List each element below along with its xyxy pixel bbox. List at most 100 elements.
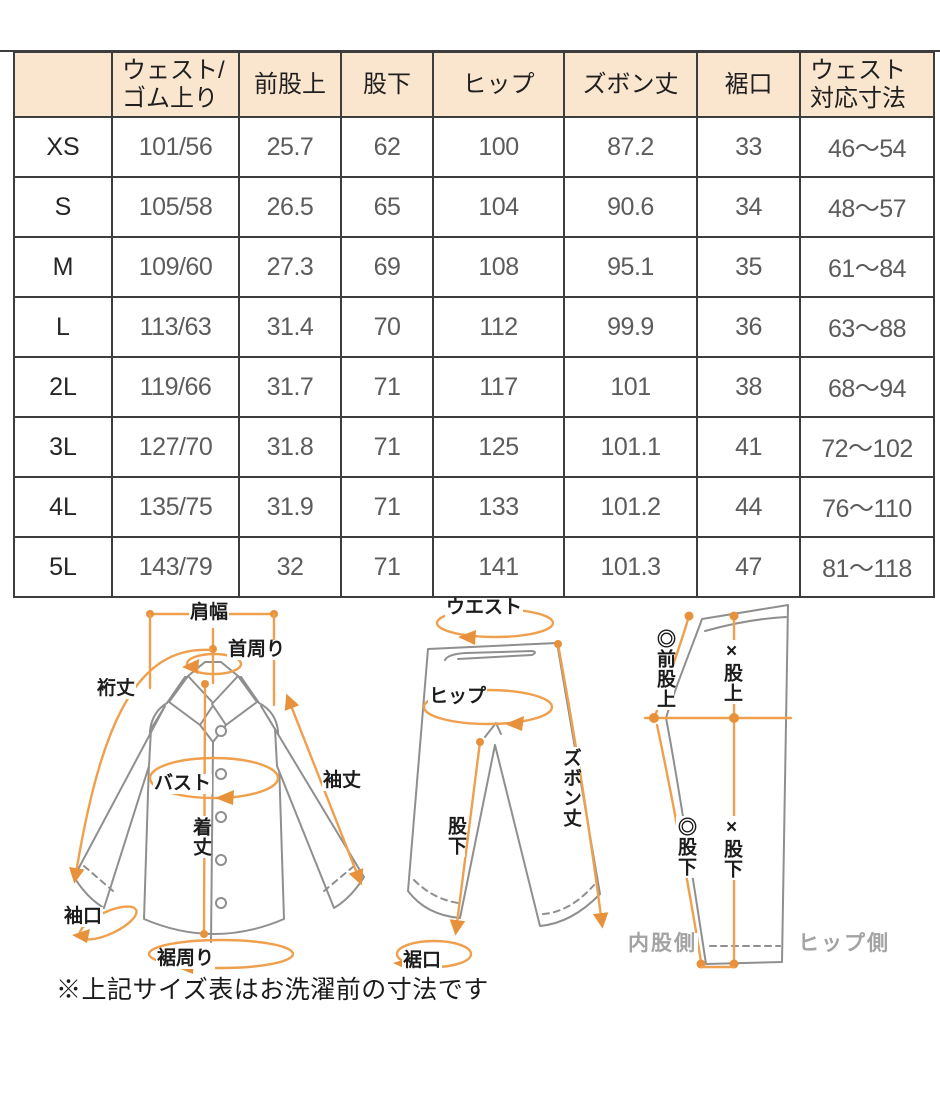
column-header-hem-opening: 裾口 — [696, 51, 801, 118]
table-row: 5L 143/79 32 71 141 101.3 47 81～118 — [13, 536, 935, 598]
column-header-hip: ヒップ — [432, 51, 565, 118]
size-label: XS — [13, 116, 113, 178]
cell-value: 41 — [696, 416, 801, 478]
table-row: XS 101/56 25.7 62 100 87.2 33 46～54 — [13, 116, 935, 178]
label-inseam: 股下 — [445, 815, 466, 857]
column-header-pants-length: ズボン丈 — [563, 51, 698, 118]
label-inseam-inner: ◎股下 — [675, 816, 696, 878]
cell-value: 101 — [563, 356, 698, 418]
column-header-inseam: 股下 — [340, 51, 434, 118]
label-rise: ×股上 — [721, 640, 742, 704]
cell-value: 62 — [340, 116, 434, 178]
cell-value: 81～118 — [799, 536, 935, 598]
label-hip: ヒップ — [428, 686, 488, 707]
cell-value: 36 — [696, 296, 801, 358]
cell-value: 70 — [340, 296, 434, 358]
cell-value: 44 — [696, 476, 801, 538]
cell-value: 71 — [340, 476, 434, 538]
cell-value: 87.2 — [563, 116, 698, 178]
label-front-rise: ◎前股上 — [654, 628, 675, 710]
table-row: L 113/63 31.4 70 112 99.9 36 63～88 — [13, 296, 935, 358]
cell-value: 68～94 — [799, 356, 935, 418]
cell-value: 101.3 — [563, 536, 698, 598]
cell-value: 25.7 — [238, 116, 342, 178]
cell-value: 34 — [696, 176, 801, 238]
pants-side-sketch — [665, 604, 789, 965]
pre-wash-note: ※上記サイズ表はお洗濯前の寸法です — [56, 976, 489, 1004]
label-hem-circumference: 裾周り — [156, 948, 216, 969]
cell-value: 47 — [696, 536, 801, 598]
cell-value: 72～102 — [799, 416, 935, 478]
size-chart-table: ウェスト/ ゴム上り 前股上 股下 ヒップ ズボン丈 裾口 ウェスト 対応寸法 … — [13, 51, 935, 598]
header-row: ウェスト/ ゴム上り 前股上 股下 ヒップ ズボン丈 裾口 ウェスト 対応寸法 — [13, 51, 935, 118]
label-sleeve-cuff: 袖口 — [63, 906, 104, 927]
cell-value: 63～88 — [799, 296, 935, 358]
top-divider — [0, 50, 940, 52]
cell-value: 143/79 — [111, 536, 240, 598]
cell-value: 117 — [432, 356, 565, 418]
cell-value: 71 — [340, 416, 434, 478]
label-neck-circumference: 首周り — [227, 639, 287, 660]
cell-value: 100 — [432, 116, 565, 178]
cell-value: 99.9 — [563, 296, 698, 358]
cell-value: 125 — [432, 416, 565, 478]
cell-value: 95.1 — [563, 236, 698, 298]
size-label: 5L — [13, 536, 113, 598]
cell-value: 38 — [696, 356, 801, 418]
label-inseam-straight: ×股下 — [721, 816, 742, 880]
label-body-length: 着丈 — [190, 816, 211, 858]
cell-value: 101.2 — [563, 476, 698, 538]
cell-value: 31.7 — [238, 356, 342, 418]
column-header-size — [13, 51, 113, 118]
cell-value: 32 — [238, 536, 342, 598]
cell-value: 48～57 — [799, 176, 935, 238]
table-row: S 105/58 26.5 65 104 90.6 34 48～57 — [13, 176, 935, 238]
label-sleeve-length: 袖丈 — [322, 770, 363, 791]
cell-value: 101.1 — [563, 416, 698, 478]
cell-value: 31.8 — [238, 416, 342, 478]
label-inner-thigh-side: 内股側 — [627, 932, 698, 956]
label-yuki-length: 裄丈 — [96, 678, 137, 699]
size-label: S — [13, 176, 113, 238]
size-label: 2L — [13, 356, 113, 418]
column-header-front-rise: 前股上 — [238, 51, 342, 118]
cell-value: 69 — [340, 236, 434, 298]
pants-front-measurement-lines — [393, 607, 609, 971]
size-label: L — [13, 296, 113, 358]
table-row: 4L 135/75 31.9 71 133 101.2 44 76～110 — [13, 476, 935, 538]
cell-value: 65 — [340, 176, 434, 238]
cell-value: 105/58 — [111, 176, 240, 238]
cell-value: 109/60 — [111, 236, 240, 298]
label-bust: バスト — [153, 773, 213, 794]
table-row: 2L 119/66 31.7 71 117 101 38 68～94 — [13, 356, 935, 418]
size-label: 4L — [13, 476, 113, 538]
cell-value: 26.5 — [238, 176, 342, 238]
cell-value: 135/75 — [111, 476, 240, 538]
cell-value: 133 — [432, 476, 565, 538]
shirt-sketch — [73, 661, 365, 943]
cell-value: 112 — [432, 296, 565, 358]
label-hem-opening: 裾口 — [402, 950, 443, 971]
cell-value: 90.6 — [563, 176, 698, 238]
pants-front-diagram — [393, 607, 609, 971]
cell-value: 127/70 — [111, 416, 240, 478]
size-label: 3L — [13, 416, 113, 478]
label-hip-side: ヒップ側 — [797, 932, 891, 956]
table-row: M 109/60 27.3 69 108 95.1 35 61～84 — [13, 236, 935, 298]
column-header-waist-range: ウェスト 対応寸法 — [799, 51, 935, 118]
cell-value: 76～110 — [799, 476, 935, 538]
table-row: 3L 127/70 31.8 71 125 101.1 41 72～102 — [13, 416, 935, 478]
cell-value: 101/56 — [111, 116, 240, 178]
cell-value: 27.3 — [238, 236, 342, 298]
label-shoulder-width: 肩幅 — [189, 602, 230, 623]
cell-value: 119/66 — [111, 356, 240, 418]
column-header-waist-elastic: ウェスト/ ゴム上り — [111, 51, 240, 118]
cell-value: 104 — [432, 176, 565, 238]
cell-value: 33 — [696, 116, 801, 178]
label-pants-length: ズボン丈 — [560, 747, 581, 829]
cell-value: 46～54 — [799, 116, 935, 178]
size-label: M — [13, 236, 113, 298]
cell-value: 35 — [696, 236, 801, 298]
cell-value: 31.4 — [238, 296, 342, 358]
